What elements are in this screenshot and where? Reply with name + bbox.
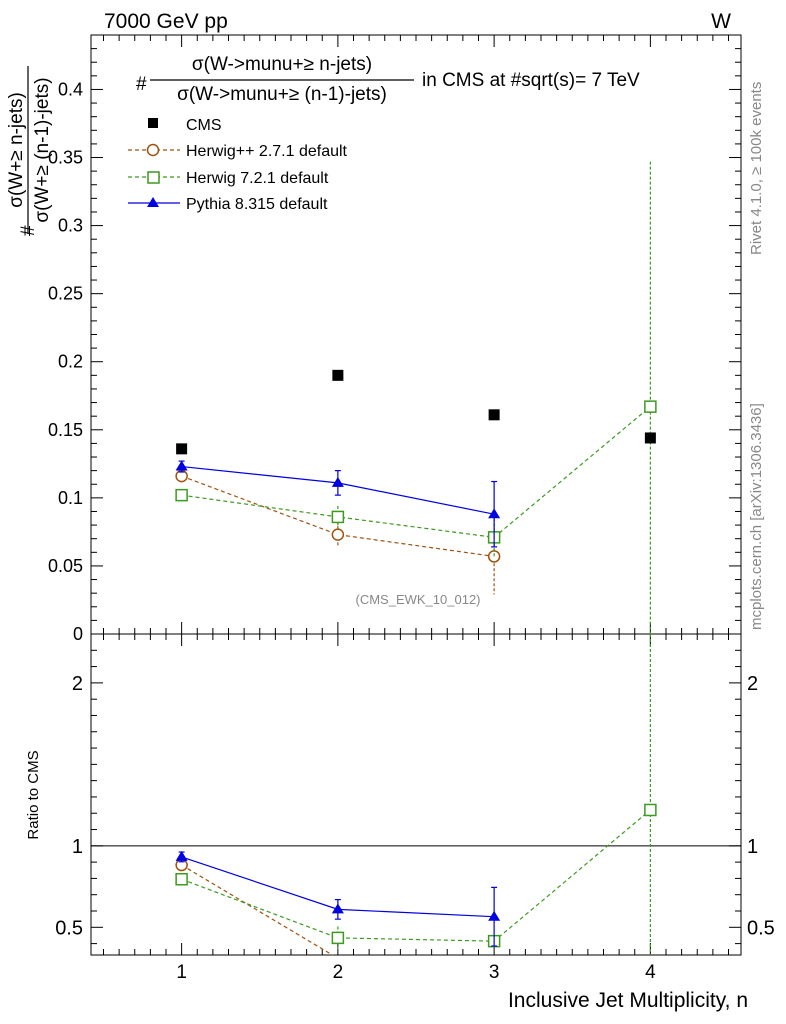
x-tick-label: 3: [489, 962, 500, 983]
ratio-y-tick-labels-right: 0.5 1 2: [747, 673, 775, 939]
mcplots-label: mcplots.cern.ch [arXiv:1306.3436]: [748, 403, 765, 630]
ratio-series-pythia-8-315-default: [175, 850, 501, 947]
ratio-y-label: Ratio to CMS: [25, 750, 42, 839]
main-y-tick-label: 0.4: [58, 79, 83, 99]
ratio-point: [488, 910, 501, 921]
ratio-point: [175, 850, 188, 861]
ratio-point: [175, 872, 188, 886]
ratio-y-tick-label: 2: [72, 673, 83, 695]
main-point: [331, 476, 344, 487]
plot-title: # σ(W->munu+≥ n-jets) σ(W->munu+≥ (n-1)-…: [136, 54, 640, 105]
header-right: W: [711, 10, 731, 33]
header-left: 7000 GeV pp: [104, 10, 228, 33]
ratio-y-tick-label: 1: [72, 836, 83, 858]
main-point: [644, 400, 657, 413]
main-point: [488, 508, 501, 519]
main-point: [331, 510, 345, 524]
legend-label-herwig7: Herwig 7.2.1 default: [186, 170, 329, 187]
legend-label-pythia: Pythia 8.315 default: [186, 196, 328, 213]
main-y-tick-label: 0.2: [58, 352, 83, 372]
main-y-tick-label: 0.1: [58, 488, 83, 508]
analysis-tag: (CMS_EWK_10_012): [356, 592, 481, 607]
main-point: [332, 369, 344, 381]
ratio-y-tick-labels: 0.5 1 2: [55, 673, 83, 939]
ratio-axis-ticks: [91, 633, 741, 955]
ylabel-numerator: σ(W+≥ n-jets): [6, 92, 27, 208]
main-point: [331, 528, 345, 541]
main-y-tick-label: 0: [73, 624, 83, 644]
ratio-plot-frame: [90, 633, 742, 956]
title-numerator: σ(W->munu+≥ n-jets): [192, 54, 372, 75]
main-series-layer: [175, 161, 657, 634]
main-y-tick-label: 0.15: [48, 420, 83, 440]
ratio-series-line: [181, 864, 334, 955]
ratio-y-tick-label-right: 0.5: [747, 917, 775, 939]
main-y-label: # σ(W+≥ n-jets) σ(W+≥ (n-1)-jets): [6, 66, 53, 236]
rivet-label: Rivet 4.1.0, ≥ 100k events: [748, 82, 765, 255]
main-point: [488, 409, 500, 421]
title-prefix: #: [136, 74, 147, 95]
ratio-series-line: [181, 809, 651, 942]
ratio-series-herwig-7-2-1-default: [175, 634, 657, 955]
main-axis-ticks: [91, 34, 741, 635]
main-point: [175, 460, 188, 471]
x-tick-label: 1: [176, 962, 187, 983]
title-suffix: in CMS at #sqrt(s)= 7 TeV: [422, 70, 640, 91]
ratio-point: [644, 803, 657, 817]
main-series-line: [181, 406, 651, 538]
main-series-cms: [176, 369, 656, 455]
ratio-y-tick-label-right: 2: [747, 673, 758, 695]
x-tick-labels: 1 2 3 4: [176, 962, 656, 983]
ratio-series-herwig-2-7-1-default: [175, 858, 334, 955]
x-tick-label: 2: [333, 962, 344, 983]
main-point: [176, 443, 188, 455]
ratio-series-layer: [175, 634, 657, 955]
x-axis-label: Inclusive Jet Multiplicity, n: [508, 989, 748, 1012]
legend-marker-herwig7: [147, 171, 160, 184]
main-point: [175, 488, 188, 502]
legend-label-herwigpp: Herwig++ 2.7.1 default: [186, 143, 348, 160]
main-y-tick-label: 0.25: [48, 284, 83, 304]
legend-label-cms: CMS: [186, 117, 222, 134]
legend-marker-cms: [148, 118, 158, 128]
legend-marker-pythia: [147, 197, 159, 207]
ratio-point: [331, 931, 345, 945]
main-y-tick-label: 0.3: [58, 216, 83, 236]
ratio-point: [331, 903, 344, 914]
main-series-pythia-8-315-default: [175, 460, 501, 548]
main-y-tick-label: 0.05: [48, 556, 83, 576]
ylabel-denominator: σ(W+≥ (n-1)-jets): [32, 77, 53, 222]
main-series-herwig-7-2-1-default: [175, 161, 657, 634]
ratio-y-tick-label: 0.5: [55, 917, 83, 939]
ratio-y-tick-label-right: 1: [747, 836, 758, 858]
title-denominator: σ(W->munu+≥ (n-1)-jets): [177, 84, 387, 105]
main-y-tick-labels: 0 0.05 0.1 0.15 0.2 0.25 0.3 0.35 0.4: [48, 79, 83, 644]
legend: CMS Herwig++ 2.7.1 default Herwig 7.2.1 …: [128, 117, 348, 213]
x-tick-label: 4: [645, 962, 656, 983]
main-point: [644, 432, 656, 444]
legend-marker-herwigpp: [146, 143, 160, 157]
main-y-tick-label: 0.35: [48, 148, 83, 168]
